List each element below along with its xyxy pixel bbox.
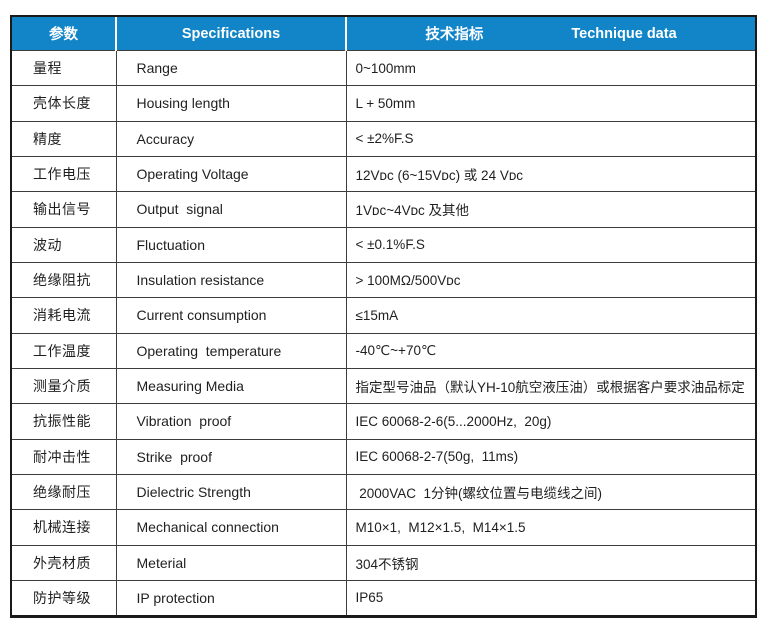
value-cell: IEC 60068-2-7(50g, 11ms) [346, 438, 755, 475]
specifications-table: 参数 Specifications 技术指标 Technique data 量程… [12, 17, 755, 615]
param-en-cell: Fluctuation [116, 226, 347, 263]
value-cell: 12Vᴅᴄ (6~15Vᴅᴄ) 或 24 Vᴅᴄ [346, 155, 755, 192]
param-cn-cell: 绝缘阻抗 [12, 261, 117, 298]
spec-table: 参数 Specifications 技术指标 Technique data 量程… [10, 15, 757, 618]
header-technique-inner: 技术指标 Technique data [347, 23, 755, 44]
header-param: 参数 [12, 17, 117, 51]
param-cn-cell: 精度 [12, 120, 117, 157]
param-en-cell: Meterial [116, 544, 347, 581]
param-en-cell: Accuracy [116, 120, 347, 157]
header-technique: 技术指标 Technique data [346, 17, 755, 51]
param-cn-cell: 量程 [12, 49, 117, 86]
param-cn-cell: 机械连接 [12, 509, 117, 546]
value-cell: > 100MΩ/500Vᴅᴄ [346, 261, 755, 298]
header-technique-cn-label: 技术指标 [425, 27, 484, 43]
value-cell: 0~100mm [346, 49, 755, 86]
value-cell: < ±2%F.S [346, 120, 755, 157]
param-cn-cell: 工作电压 [12, 155, 117, 192]
value-cell: 指定型号油品（默认YH-10航空液压油）或根据客户要求油品标定 [346, 367, 755, 404]
value-cell: 1Vᴅᴄ~4Vᴅᴄ 及其他 [346, 191, 755, 228]
param-cn-cell: 测量介质 [12, 367, 117, 404]
param-en-cell: Output signal [116, 191, 347, 228]
value-cell: IP65 [346, 579, 755, 615]
param-en-cell: Insulation resistance [116, 261, 347, 298]
value-cell: -40℃~+70℃ [346, 332, 755, 369]
table-row: 工作电压 Operating Voltage 12Vᴅᴄ (6~15Vᴅᴄ) 或… [12, 155, 755, 192]
value-cell: IEC 60068-2-6(5...2000Hz, 20g) [346, 403, 755, 440]
table-row: 机械连接 Mechanical connection M10×1, M12×1.… [12, 509, 755, 546]
table-row: 绝缘阻抗 Insulation resistance > 100MΩ/500Vᴅ… [12, 261, 755, 298]
table-row: 输出信号 Output signal 1Vᴅᴄ~4Vᴅᴄ 及其他 [12, 191, 755, 228]
table-row: 绝缘耐压 Dielectric Strength 2000VAC 1分钟(螺纹位… [12, 473, 755, 510]
param-en-cell: Current consumption [116, 297, 347, 334]
param-en-cell: Housing length [116, 85, 347, 122]
param-cn-cell: 抗振性能 [12, 403, 117, 440]
table-row: 精度 Accuracy < ±2%F.S [12, 120, 755, 157]
param-cn-cell: 输出信号 [12, 191, 117, 228]
table-row: 工作温度 Operating temperature -40℃~+70℃ [12, 332, 755, 369]
table-row: 量程 Range 0~100mm [12, 49, 755, 86]
param-cn-cell: 绝缘耐压 [12, 473, 117, 510]
param-en-cell: Measuring Media [116, 367, 347, 404]
table-row: 壳体长度 Housing length L + 50mm [12, 85, 755, 122]
param-en-cell: Range [116, 49, 347, 86]
value-cell: 304不锈钢 [346, 544, 755, 581]
table-row: 消耗电流 Current consumption ≤15mA [12, 297, 755, 334]
value-cell: < ±0.1%F.S [346, 226, 755, 263]
param-en-cell: Vibration proof [116, 403, 347, 440]
value-cell: M10×1, M12×1.5, M14×1.5 [346, 509, 755, 546]
table-row: 防护等级 IP protection IP65 [12, 579, 755, 615]
param-cn-cell: 波动 [12, 226, 117, 263]
table-row: 抗振性能 Vibration proof IEC 60068-2-6(5...2… [12, 403, 755, 440]
header-row: 参数 Specifications 技术指标 Technique data [12, 17, 755, 51]
param-en-cell: IP protection [116, 579, 347, 615]
value-cell: 2000VAC 1分钟(螺纹位置与电缆线之间) [346, 473, 755, 510]
table-row: 波动 Fluctuation < ±0.1%F.S [12, 226, 755, 263]
table-row: 测量介质 Measuring Media 指定型号油品（默认YH-10航空液压油… [12, 367, 755, 404]
value-cell: ≤15mA [346, 297, 755, 334]
param-en-cell: Operating Voltage [116, 155, 347, 192]
param-cn-cell: 壳体长度 [12, 85, 117, 122]
header-technique-en-label: Technique data [571, 25, 677, 42]
param-en-cell: Strike proof [116, 438, 347, 475]
table-row: 外壳材质 Meterial 304不锈钢 [12, 544, 755, 581]
param-cn-cell: 耐冲击性 [12, 438, 117, 475]
param-en-cell: Dielectric Strength [116, 473, 347, 510]
param-cn-cell: 消耗电流 [12, 297, 117, 334]
param-en-cell: Operating temperature [116, 332, 347, 369]
param-cn-cell: 外壳材质 [12, 544, 117, 581]
param-en-cell: Mechanical connection [116, 509, 347, 546]
header-specifications: Specifications [116, 17, 347, 51]
value-cell: L + 50mm [346, 85, 755, 122]
table-header: 参数 Specifications 技术指标 Technique data [12, 17, 755, 51]
table-row: 耐冲击性 Strike proof IEC 60068-2-7(50g, 11m… [12, 438, 755, 475]
table-body: 量程 Range 0~100mm 壳体长度 Housing length L +… [12, 49, 755, 615]
param-cn-cell: 工作温度 [12, 332, 117, 369]
param-cn-cell: 防护等级 [12, 579, 117, 615]
